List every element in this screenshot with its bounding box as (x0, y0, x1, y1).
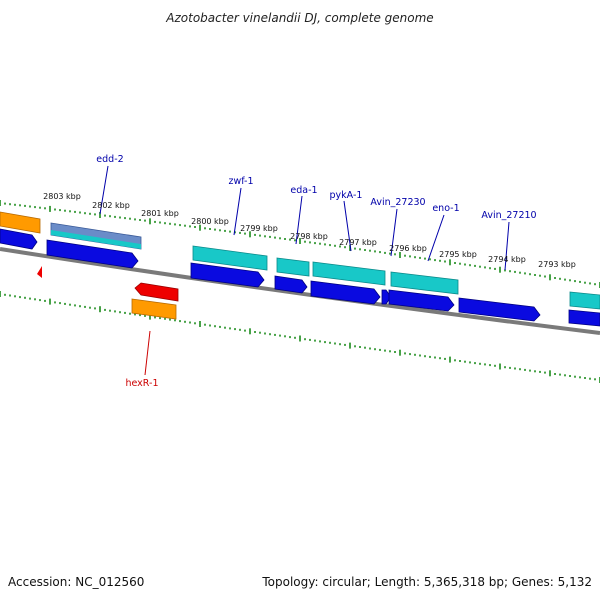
blue-cds-2[interactable] (46, 239, 139, 269)
Avin_27230-leader (390, 208, 398, 257)
eda-1-leader (295, 195, 303, 245)
gene-label-edd-2[interactable]: edd-2 (96, 154, 123, 165)
hexR-1-leader (144, 330, 151, 376)
red-marker[interactable] (37, 266, 42, 278)
topology-text: Topology: circular; Length: 5,365,318 bp… (261, 575, 592, 589)
eno-1-leader (427, 214, 445, 262)
orange-cds-lower[interactable] (131, 298, 177, 320)
Avin_27210-cds[interactable] (458, 297, 541, 322)
feature-layer (0, 211, 600, 327)
scale-label-2795: 2795 kbp (439, 250, 477, 259)
Avin_27230-cds[interactable] (388, 289, 455, 312)
outer-tick-ring (0, 200, 600, 288)
blue-cds-4[interactable] (274, 275, 308, 294)
pykA-1-leader (343, 200, 352, 252)
scale-label-2801: 2801 kbp (141, 209, 179, 218)
hexR-1-cds[interactable] (134, 282, 179, 302)
gene-label-eda-1[interactable]: eda-1 (290, 185, 317, 196)
accession-text: Accession: NC_012560 (8, 575, 144, 589)
scale-label-2796: 2796 kbp (389, 244, 427, 253)
pykA-1-cds[interactable] (312, 261, 386, 286)
cyan-cds-right[interactable] (569, 291, 600, 310)
gene-label-hexR-1[interactable]: hexR-1 (125, 378, 158, 389)
edd-2-cds-band (51, 230, 141, 249)
scale-label-2803: 2803 kbp (43, 192, 81, 201)
gene-label-eno-1[interactable]: eno-1 (432, 203, 459, 214)
gene-label-zwf-1[interactable]: zwf-1 (228, 176, 253, 187)
zwf-1-cds[interactable] (192, 245, 268, 271)
blue-cds-6[interactable] (381, 289, 392, 305)
scale-label-2797: 2797 kbp (339, 238, 377, 247)
gene-label-Avin_27210[interactable]: Avin_27210 (481, 210, 536, 221)
zwf-1-leader (233, 187, 242, 236)
eno-1-cds[interactable] (390, 271, 459, 295)
blue-cds-5[interactable] (310, 280, 381, 305)
blue-cds-3[interactable] (190, 262, 265, 288)
orange-cds-left[interactable] (0, 211, 41, 234)
blue-cds-left[interactable] (0, 228, 38, 250)
edd-2-leader (99, 165, 109, 215)
genome-backbone (0, 247, 600, 335)
scale-label-2800: 2800 kbp (191, 217, 229, 226)
eda-1-cds[interactable] (276, 257, 310, 277)
blue-cds-right[interactable] (568, 309, 600, 327)
Avin_27210-leader (504, 221, 510, 271)
scale-label-2798: 2798 kbp (290, 232, 328, 241)
inner-tick-ring (0, 291, 600, 383)
gene-label-Avin_27230[interactable]: Avin_27230 (370, 197, 425, 208)
scale-label-2799: 2799 kbp (240, 224, 278, 233)
map-title: Azotobacter vinelandii DJ, complete geno… (165, 11, 433, 25)
scale-label-2794: 2794 kbp (488, 255, 526, 264)
scale-label-2802: 2802 kbp (92, 201, 130, 210)
gene-label-pykA-1[interactable]: pykA-1 (330, 190, 363, 201)
scale-label-2793: 2793 kbp (538, 260, 576, 269)
